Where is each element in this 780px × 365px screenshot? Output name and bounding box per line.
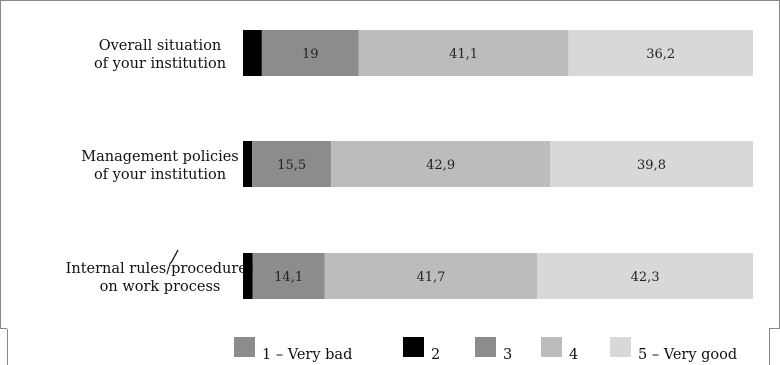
data-label-1-2: 15,5 [277,158,306,173]
slash-mark [170,249,179,264]
bar-segment-1-3 [331,141,551,187]
data-label-0-3: 41,1 [449,47,478,62]
bar-segment-0-2 [261,30,359,76]
data-label-2-4: 42,3 [631,270,660,285]
legend-swatch-4 [610,337,631,357]
bar-segment-1-1 [243,141,253,187]
data-label-0-2: 19 [302,47,319,62]
legend-label-2: 3 [503,347,512,363]
category-label-line: on work process [100,279,221,295]
category-label-line: Internal rules/procedures [66,261,255,277]
bar-segment-0-1 [243,30,262,76]
legend-label-4: 5 – Very good [638,347,737,363]
bars-layer: Overall situation of your institution 19 41… [66,30,753,299]
legend-label-3: 4 [569,347,578,363]
category-label-line: of your institution [94,56,226,72]
legend-swatch-1 [403,337,424,357]
category-label-line: Management policies [81,149,239,165]
category-label-0: Overall situation of your institution [94,38,226,72]
legend: 1 – Very bad 2 3 4 5 – Very good [234,337,737,363]
data-label-2-3: 41,7 [416,270,445,285]
bar-segment-1-2 [252,141,332,187]
bar-segment-0-4 [568,30,753,76]
bar-segment-2-4 [537,253,753,299]
legend-swatch-0 [234,337,255,357]
legend-swatch-3 [541,337,562,357]
category-label-line: Overall situation [99,38,222,54]
data-label-0-4: 36,2 [646,47,675,62]
bar-segment-2-3 [324,253,538,299]
legend-swatch-2 [475,337,496,357]
legend-label-1: 2 [431,347,440,363]
legend-label-0: 1 – Very bad [262,347,352,363]
category-label-2: Internal rules/procedures on work process [66,261,255,295]
data-label-1-4: 39,8 [637,158,666,173]
category-label-line: of your institution [94,167,226,183]
data-label-2-2: 14,1 [274,270,303,285]
bar-segment-2-2 [252,253,325,299]
bar-segment-1-4 [550,141,753,187]
bar-segment-2-1 [243,253,253,299]
bar-segment-0-3 [358,30,569,76]
data-label-1-3: 42,9 [426,158,455,173]
category-label-1: Management policies of your institution [81,149,239,183]
